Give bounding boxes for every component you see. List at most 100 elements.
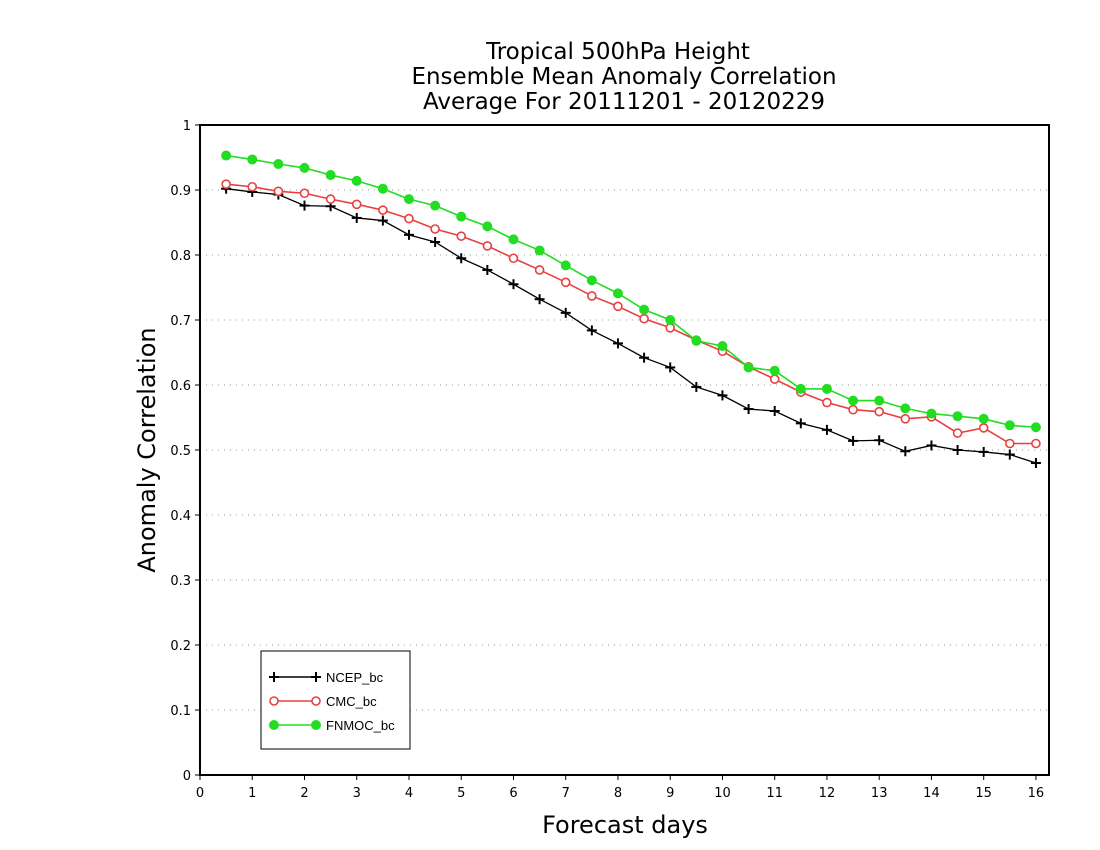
data-point-ncep-bc (1030, 458, 1041, 468)
data-point-ncep-bc (769, 406, 780, 416)
x-tick-label: 0 (196, 786, 204, 801)
legend-label-cmc-bc: CMC_bc (326, 694, 377, 709)
x-tick-label: 6 (509, 786, 517, 801)
data-point-ncep-bc (377, 215, 388, 226)
data-point-cmc-bc (560, 277, 571, 288)
y-tick-label: 0.4 (170, 509, 191, 524)
data-point-cmc-bc (325, 194, 336, 204)
data-point-cmc-bc (587, 291, 597, 301)
series-line-fnmoc-bc (226, 154, 1036, 429)
data-point-ncep-bc (639, 352, 650, 363)
data-point-fnmoc-bc (821, 383, 832, 394)
data-point-ncep-bc (821, 424, 832, 435)
legend-marker-cmc-bc (311, 696, 321, 706)
data-point-fnmoc-bc (769, 365, 780, 376)
data-point-ncep-bc (430, 237, 441, 247)
y-tick-label: 1 (183, 119, 191, 134)
data-point-cmc-bc (273, 186, 284, 197)
data-point-cmc-bc (378, 205, 388, 215)
data-point-ncep-bc (351, 212, 362, 223)
data-point-ncep-bc (508, 279, 519, 290)
data-point-ncep-bc (691, 381, 702, 392)
data-point-fnmoc-bc (848, 395, 859, 406)
chart-title-line-2: Ensemble Mean Anomaly Correlation (411, 64, 836, 90)
y-axis-label: Anomaly Correlation (133, 327, 161, 572)
data-point-cmc-bc (299, 188, 310, 199)
data-point-fnmoc-bc (665, 315, 676, 325)
legend-marker-cmc-bc (269, 696, 279, 706)
x-tick-label: 4 (405, 786, 413, 801)
data-point-fnmoc-bc (221, 150, 232, 161)
legend-marker-ncep-bc (311, 672, 321, 682)
data-point-fnmoc-bc (1030, 422, 1041, 433)
plot-frame (199, 124, 1050, 776)
data-point-ncep-bc (1004, 449, 1015, 460)
data-point-cmc-bc (404, 213, 414, 224)
data-point-cmc-bc (822, 397, 832, 408)
data-point-cmc-bc (1031, 438, 1041, 449)
data-point-fnmoc-bc (247, 154, 258, 165)
data-point-ncep-bc (612, 338, 623, 349)
series-line-ncep-bc (226, 188, 1037, 464)
data-point-cmc-bc (1005, 438, 1015, 449)
x-tick-label: 9 (666, 786, 674, 801)
data-point-cmc-bc (769, 374, 780, 384)
data-point-cmc-bc (351, 199, 362, 210)
x-tick-label: 8 (614, 786, 622, 801)
legend-marker-ncep-bc (269, 672, 279, 682)
x-tick-label: 13 (871, 786, 888, 801)
x-tick-label: 7 (562, 786, 570, 801)
x-tick-label: 10 (714, 786, 731, 801)
data-point-ncep-bc (403, 229, 414, 240)
data-point-cmc-bc (534, 265, 545, 275)
data-point-ncep-bc (848, 435, 859, 446)
x-tick-label: 16 (1028, 786, 1045, 801)
data-point-fnmoc-bc (430, 200, 441, 211)
y-tick-label: 0.2 (170, 639, 191, 654)
data-point-fnmoc-bc (534, 245, 545, 256)
data-point-ncep-bc (299, 200, 310, 211)
data-point-cmc-bc (430, 224, 440, 234)
axes-layer: 00.10.20.30.40.50.60.70.80.910 1 2 3 4 5 6 7 8 9 1… (170, 119, 1050, 801)
data-point-ncep-bc (952, 445, 963, 455)
x-tick-label: 2 (300, 786, 308, 801)
data-point-cmc-bc (613, 301, 623, 312)
data-point-ncep-bc (926, 440, 937, 451)
data-point-fnmoc-bc (795, 383, 806, 394)
data-point-ncep-bc (665, 362, 676, 373)
data-point-cmc-bc (978, 423, 989, 433)
data-point-fnmoc-bc (978, 413, 989, 424)
data-point-cmc-bc (874, 406, 885, 417)
data-point-fnmoc-bc (456, 211, 467, 222)
data-point-cmc-bc (639, 313, 649, 324)
data-point-ncep-bc (795, 418, 806, 429)
data-point-fnmoc-bc (586, 275, 597, 286)
data-point-cmc-bc (508, 253, 519, 264)
x-tick-label: 15 (975, 786, 992, 801)
data-point-fnmoc-bc (1004, 420, 1015, 431)
y-tick-label: 0.3 (170, 574, 191, 589)
data-point-fnmoc-bc (299, 162, 310, 173)
y-tick-label: 0.5 (170, 444, 191, 459)
data-point-cmc-bc (848, 404, 858, 415)
data-point-ncep-bc (482, 264, 493, 275)
data-point-cmc-bc (900, 413, 911, 424)
data-point-fnmoc-bc (952, 411, 963, 422)
data-point-ncep-bc (456, 253, 467, 264)
data-point-fnmoc-bc (743, 362, 754, 373)
x-axis-label: Forecast days (542, 811, 708, 839)
grid-layer (200, 189, 1049, 711)
series-line-cmc-bc (226, 183, 1036, 445)
data-point-fnmoc-bc (482, 221, 493, 232)
data-point-ncep-bc (978, 446, 989, 457)
legend-marker-fnmoc-bc (269, 720, 279, 730)
data-point-fnmoc-bc (691, 335, 702, 346)
data-point-fnmoc-bc (325, 170, 336, 181)
data-point-fnmoc-bc (403, 194, 414, 205)
data-point-ncep-bc (586, 325, 597, 336)
data-point-fnmoc-bc (612, 288, 623, 299)
data-point-ncep-bc (534, 294, 545, 305)
legend-box (260, 650, 411, 750)
data-point-ncep-bc (560, 307, 571, 318)
